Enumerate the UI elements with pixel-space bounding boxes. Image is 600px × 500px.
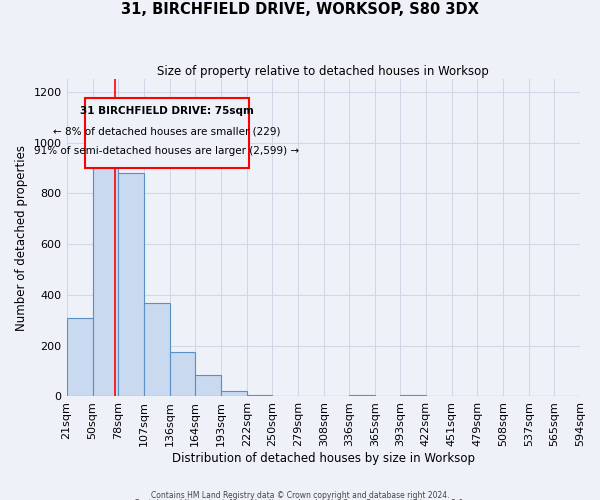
Bar xyxy=(170,352,194,397)
Bar xyxy=(400,395,426,396)
Bar xyxy=(92,145,118,397)
Bar xyxy=(143,302,170,396)
Y-axis label: Number of detached properties: Number of detached properties xyxy=(15,145,28,331)
X-axis label: Distribution of detached houses by size in Worksop: Distribution of detached houses by size … xyxy=(172,452,475,465)
Text: 31 BIRCHFIELD DRIVE: 75sqm: 31 BIRCHFIELD DRIVE: 75sqm xyxy=(80,106,254,116)
Bar xyxy=(247,395,272,396)
Bar xyxy=(67,318,92,396)
Bar xyxy=(221,392,247,396)
Text: Contains public sector information licensed under the Open Government Licence v3: Contains public sector information licen… xyxy=(134,499,466,500)
Bar xyxy=(118,173,143,396)
FancyBboxPatch shape xyxy=(85,98,249,168)
Bar xyxy=(349,395,375,396)
Text: 31, BIRCHFIELD DRIVE, WORKSOP, S80 3DX: 31, BIRCHFIELD DRIVE, WORKSOP, S80 3DX xyxy=(121,2,479,18)
Text: Contains HM Land Registry data © Crown copyright and database right 2024.: Contains HM Land Registry data © Crown c… xyxy=(151,490,449,500)
Title: Size of property relative to detached houses in Worksop: Size of property relative to detached ho… xyxy=(157,65,489,78)
Bar xyxy=(194,375,221,396)
Text: 91% of semi-detached houses are larger (2,599) →: 91% of semi-detached houses are larger (… xyxy=(34,146,299,156)
Text: ← 8% of detached houses are smaller (229): ← 8% of detached houses are smaller (229… xyxy=(53,126,280,136)
